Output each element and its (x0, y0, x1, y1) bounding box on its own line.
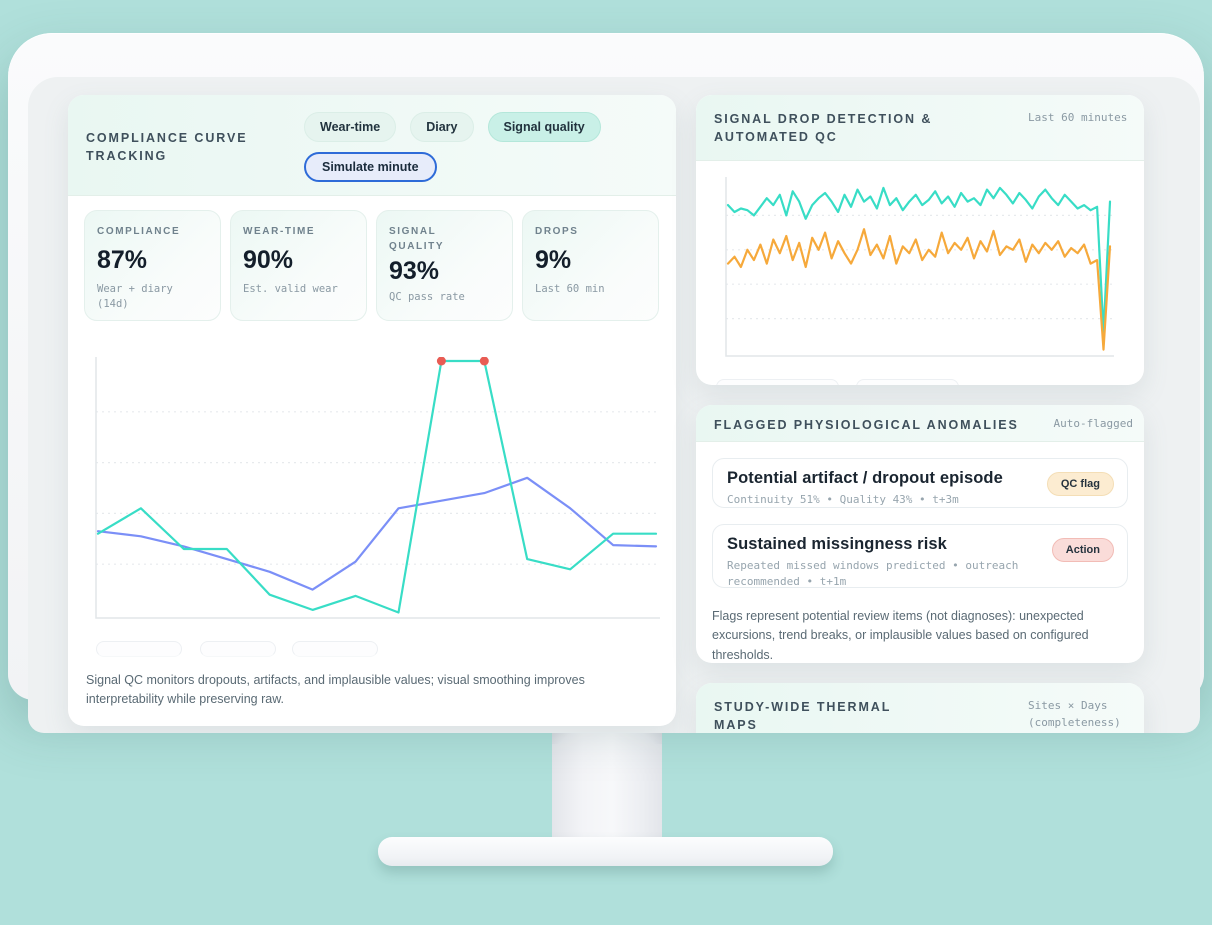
stat-card-signal-quality: SIGNAL QUALITY 93% QC pass rate (376, 210, 513, 321)
screen-content-area: COMPLIANCE CURVE TRACKING Wear-time Diar… (28, 77, 1200, 733)
compliance-panel-header: COMPLIANCE CURVE TRACKING Wear-time Diar… (68, 95, 676, 196)
qc-flag-badge: QC flag (1046, 472, 1114, 496)
ghost-legend-chip[interactable] (96, 641, 182, 657)
stat-sublabel: Est. valid wear (243, 282, 338, 295)
thermal-panel-header: STUDY-WIDE THERMAL MAPS Sites × Days (co… (696, 683, 1144, 733)
stat-card-drops: DROPS 9% Last 60 min (522, 210, 659, 321)
action-badge: Action (1051, 538, 1114, 562)
tab-wear-time[interactable]: Wear-time (304, 112, 397, 142)
anomaly-detail: Repeated missed windows predicted • outr… (727, 559, 1019, 588)
stat-sublabel: Wear + diary (14d) (97, 282, 173, 310)
stat-label: WEAR-TIME (243, 226, 316, 237)
anomaly-title: Sustained missingness risk (727, 535, 947, 553)
monitor-stand-base (378, 837, 833, 866)
signal-panel-header: SIGNAL DROP DETECTION & AUTOMATED QC Las… (696, 95, 1144, 161)
stat-value: 93% (389, 257, 440, 285)
auto-flagged-label: Auto-flagged (1053, 417, 1133, 430)
stat-sublabel: Last 60 min (535, 282, 605, 295)
stat-label: DROPS (535, 226, 579, 237)
stat-cards-row: COMPLIANCE 87% Wear + diary (14d) WEAR-T… (84, 210, 659, 321)
thermal-panel-title: STUDY-WIDE THERMAL MAPS (714, 700, 892, 733)
stat-sublabel: QC pass rate (389, 291, 465, 303)
signal-drop-panel: SIGNAL DROP DETECTION & AUTOMATED QC Las… (696, 95, 1144, 385)
ghost-legend-chip[interactable] (716, 379, 839, 385)
signal-drop-line-chart (725, 177, 1114, 357)
ghost-legend-chip[interactable] (200, 641, 276, 657)
compliance-panel-title: COMPLIANCE CURVE TRACKING (86, 131, 248, 164)
ghost-legend-chip[interactable] (856, 379, 959, 385)
simulate-minute-button[interactable]: Simulate minute (304, 152, 437, 182)
thermal-panel-axis-label: Sites × Days (completeness) (1028, 699, 1121, 729)
view-tabs: Wear-time Diary Signal quality (304, 112, 601, 142)
anomaly-card-missingness[interactable]: Sustained missingness risk Repeated miss… (712, 524, 1128, 588)
flagged-anomalies-panel: FLAGGED PHYSIOLOGICAL ANOMALIES Auto-fla… (696, 405, 1144, 663)
monitor-screen: COMPLIANCE CURVE TRACKING Wear-time Diar… (8, 33, 1204, 733)
compliance-line-chart (95, 357, 660, 619)
anomalies-panel-footnote: Flags represent potential review items (… (712, 609, 1089, 662)
stat-label: SIGNAL QUALITY (389, 226, 445, 252)
stat-label: COMPLIANCE (97, 226, 181, 237)
anomaly-card-artifact[interactable]: Potential artifact / dropout episode Con… (712, 458, 1128, 508)
stat-value: 90% (243, 245, 294, 274)
stat-card-compliance: COMPLIANCE 87% Wear + diary (14d) (84, 210, 221, 321)
signal-panel-window-label: Last 60 minutes (1028, 111, 1128, 124)
signal-panel-title: SIGNAL DROP DETECTION & AUTOMATED QC (714, 112, 933, 145)
stat-value: 9% (535, 245, 572, 274)
tab-signal-quality[interactable]: Signal quality (487, 112, 601, 142)
stat-value: 87% (97, 245, 148, 274)
tab-diary[interactable]: Diary (410, 112, 474, 142)
compliance-panel-footnote: Signal QC monitors dropouts, artifacts, … (86, 673, 585, 707)
thermal-maps-panel: STUDY-WIDE THERMAL MAPS Sites × Days (co… (696, 683, 1144, 733)
anomaly-title: Potential artifact / dropout episode (727, 469, 1003, 487)
anomalies-panel-header: FLAGGED PHYSIOLOGICAL ANOMALIES Auto-fla… (696, 405, 1144, 442)
anomaly-detail: Continuity 51% • Quality 43% • t+3m (727, 493, 959, 506)
anomalies-panel-title: FLAGGED PHYSIOLOGICAL ANOMALIES (714, 418, 1019, 432)
stat-card-wear-time: WEAR-TIME 90% Est. valid wear (230, 210, 367, 321)
compliance-tracking-panel: COMPLIANCE CURVE TRACKING Wear-time Diar… (68, 95, 676, 726)
ghost-legend-chip[interactable] (292, 641, 378, 657)
